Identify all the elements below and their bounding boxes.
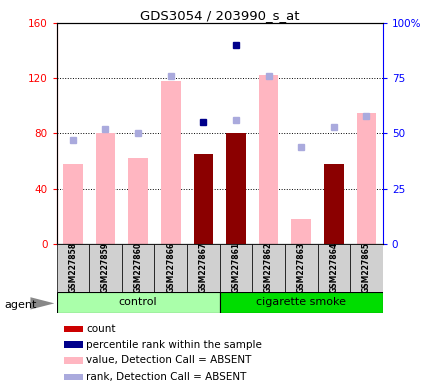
Text: control: control: [118, 297, 157, 308]
Bar: [356, 113, 375, 244]
Text: GSM227867: GSM227867: [198, 242, 207, 293]
Text: GSM227863: GSM227863: [296, 242, 305, 293]
Bar: [64, 374, 82, 380]
Bar: [95, 134, 115, 244]
Text: value, Detection Call = ABSENT: value, Detection Call = ABSENT: [86, 356, 251, 366]
Bar: [64, 358, 82, 364]
Text: GSM227864: GSM227864: [329, 242, 338, 293]
Bar: [226, 134, 245, 244]
Text: agent: agent: [4, 300, 36, 310]
Text: cigarette smoke: cigarette smoke: [256, 297, 345, 308]
Bar: [252, 244, 284, 292]
Bar: [64, 341, 82, 348]
Text: GSM227859: GSM227859: [101, 242, 110, 293]
Text: GSM227858: GSM227858: [68, 242, 77, 293]
Text: GSM227862: GSM227862: [263, 242, 273, 293]
Bar: [161, 81, 180, 244]
Bar: [56, 292, 219, 313]
Text: GSM227861: GSM227861: [231, 242, 240, 293]
Bar: [193, 154, 213, 244]
Text: GSM227860: GSM227860: [133, 242, 142, 293]
Bar: [219, 244, 252, 292]
Polygon shape: [30, 297, 54, 310]
Bar: [323, 164, 343, 244]
Text: percentile rank within the sample: percentile rank within the sample: [86, 339, 262, 349]
Text: rank, Detection Call = ABSENT: rank, Detection Call = ABSENT: [86, 372, 246, 382]
Bar: [349, 244, 382, 292]
Bar: [317, 244, 349, 292]
Text: count: count: [86, 324, 115, 334]
Bar: [128, 158, 148, 244]
Bar: [187, 244, 219, 292]
Title: GDS3054 / 203990_s_at: GDS3054 / 203990_s_at: [140, 9, 299, 22]
Bar: [258, 76, 278, 244]
Bar: [154, 244, 187, 292]
Bar: [284, 244, 317, 292]
Text: GSM227866: GSM227866: [166, 242, 175, 293]
Bar: [219, 292, 382, 313]
Bar: [122, 244, 154, 292]
Bar: [64, 326, 82, 332]
Bar: [63, 164, 82, 244]
Bar: [291, 219, 310, 244]
Bar: [89, 244, 122, 292]
Text: GSM227865: GSM227865: [361, 242, 370, 293]
Bar: [56, 244, 89, 292]
